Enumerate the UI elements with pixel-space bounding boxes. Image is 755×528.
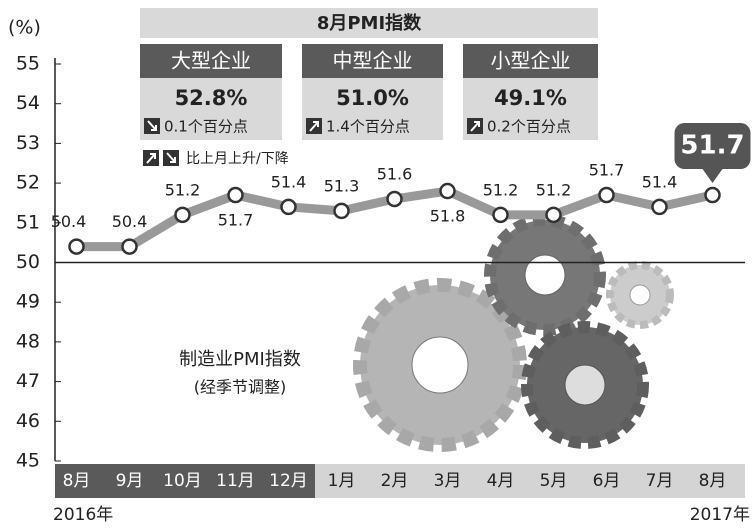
inset-legend-icons xyxy=(143,150,179,166)
x-band-cur xyxy=(315,464,745,498)
y-tick-label: 46 xyxy=(16,410,40,432)
data-label: 50.4 xyxy=(51,212,87,231)
y-tick-label: 48 xyxy=(16,330,40,352)
series-name: 制造业PMI指数 xyxy=(179,349,301,370)
panel-change: 0.2个百分点 xyxy=(487,118,571,136)
point xyxy=(547,208,561,222)
data-label: 51.8 xyxy=(430,207,466,226)
x-tick-label: 12月 xyxy=(269,471,308,491)
y-tick-label: 54 xyxy=(16,92,40,114)
x-tick-label: 4月 xyxy=(487,471,515,491)
point xyxy=(441,184,455,198)
y-tick-label: 52 xyxy=(16,172,40,194)
y-tick-label: 45 xyxy=(16,450,40,472)
data-label: 50.4 xyxy=(112,212,148,231)
point xyxy=(229,188,243,202)
gears xyxy=(360,220,670,445)
y-tick-label: 50 xyxy=(16,251,40,273)
x-tick-label: 5月 xyxy=(540,471,568,491)
x-tick-label: 7月 xyxy=(646,471,674,491)
panel-name: 小型企业 xyxy=(491,49,571,73)
x-tick-label: 10月 xyxy=(163,471,202,491)
annotation: (经季节调整) xyxy=(194,378,287,397)
y-tick-label: 49 xyxy=(16,291,40,313)
inset-legend: 比上月上升/下降 xyxy=(186,151,289,167)
panel-name: 大型企业 xyxy=(171,49,251,73)
x-tick-label: 6月 xyxy=(593,471,621,491)
point xyxy=(706,188,720,202)
data-label: 51.2 xyxy=(483,180,519,199)
x-tick-label: 9月 xyxy=(116,471,144,491)
x-tick-label: 11月 xyxy=(216,471,255,491)
x-tick-label: 2月 xyxy=(381,471,409,491)
panel-change: 0.1个百分点 xyxy=(164,118,248,136)
data-label: 51.7 xyxy=(680,131,744,161)
panel-value: 49.1% xyxy=(494,86,567,110)
point xyxy=(653,200,667,214)
point xyxy=(388,192,402,206)
x-tick-label: 8月 xyxy=(699,471,727,491)
data-label: 51.4 xyxy=(642,172,678,191)
chart: (%) 制造业PMI指数 (经季节调整) 8月PMI指数 比上月上升/下降 大型… xyxy=(0,0,755,528)
y-tick-label: 47 xyxy=(16,370,40,392)
point xyxy=(600,188,614,202)
panel-change: 1.4个百分点 xyxy=(326,118,410,136)
data-label: 51.7 xyxy=(589,161,625,180)
y-tick-label: 51 xyxy=(16,211,40,233)
point xyxy=(123,240,137,254)
point xyxy=(176,208,190,222)
x-tick-label: 8月 xyxy=(63,471,91,491)
point xyxy=(70,240,84,254)
panel-value: 51.0% xyxy=(336,86,409,110)
inset-title: 8月PMI指数 xyxy=(317,12,422,34)
data-label: 51.4 xyxy=(271,172,307,191)
data-label: 51.2 xyxy=(165,180,201,199)
panel-value: 52.8% xyxy=(175,86,248,110)
year-label: 2017年 xyxy=(690,505,750,525)
point xyxy=(494,208,508,222)
y-tick-label: 55 xyxy=(16,53,40,75)
y-unit: (%) xyxy=(8,17,41,39)
data-label: 51.6 xyxy=(377,164,413,183)
point xyxy=(282,200,296,214)
panel-name: 中型企业 xyxy=(333,49,413,73)
data-label: 51.3 xyxy=(324,176,360,195)
x-tick-label: 1月 xyxy=(328,471,356,491)
x-tick-label: 3月 xyxy=(434,471,462,491)
point xyxy=(335,204,349,218)
data-label: 51.7 xyxy=(218,211,254,230)
year-label: 2016年 xyxy=(53,505,113,525)
data-label: 51.2 xyxy=(536,180,572,199)
y-tick-label: 53 xyxy=(16,132,40,154)
inset: 8月PMI指数 比上月上升/下降 大型企业 52.8% 0.1个百分点 中型企业 51.… xyxy=(140,8,598,167)
